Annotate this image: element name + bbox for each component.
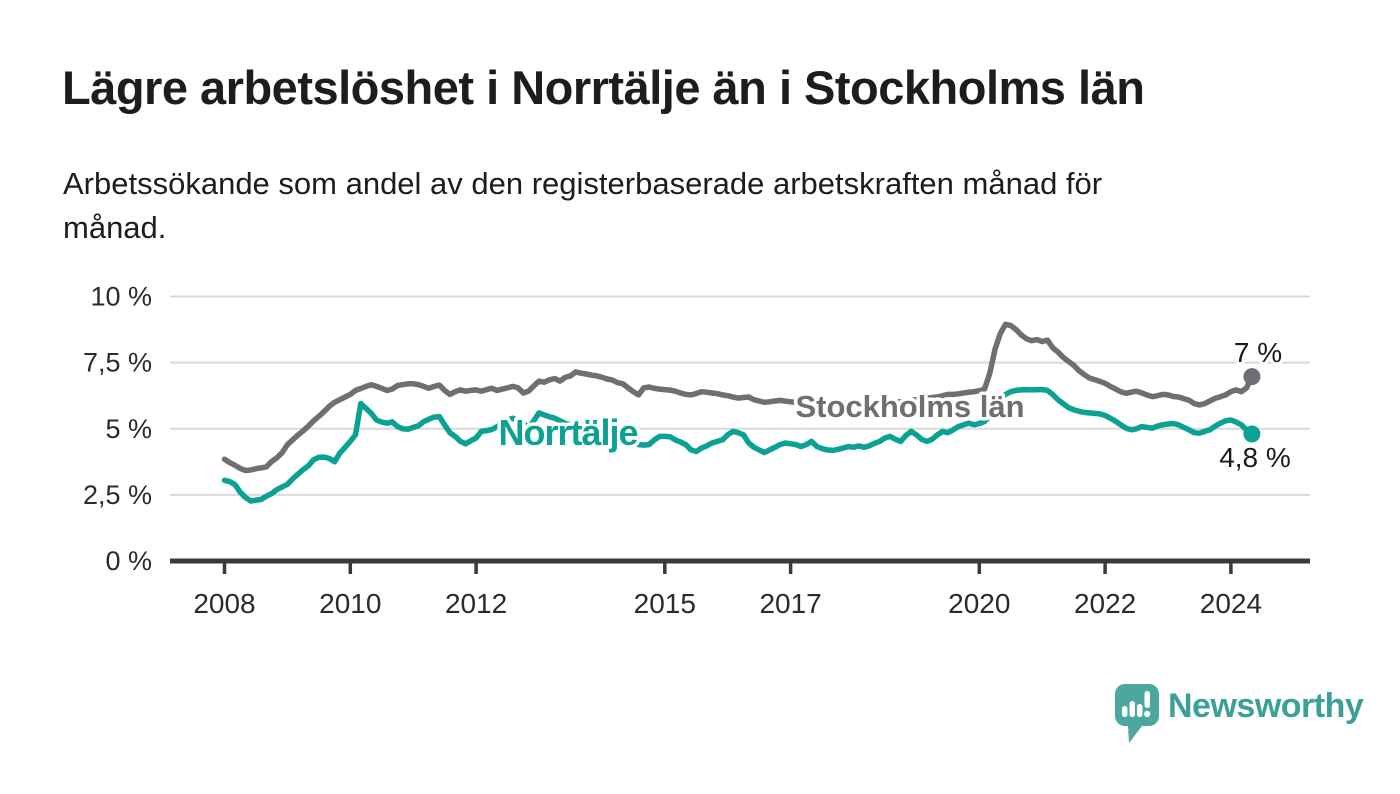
chart-series-labels: Stockholms län Norrtälje [495, 386, 1028, 457]
exclamation-stem [1144, 691, 1150, 708]
y-axis-tick-label: 10 % [90, 282, 152, 312]
end-dot-stockholms-lan [1243, 368, 1261, 386]
end-value-stockholms-lan: 7 % [1234, 337, 1282, 368]
y-axis-tick-label: 0 % [105, 546, 152, 576]
newsworthy-brand-name: Newsworthy [1168, 687, 1364, 725]
end-value-norrtalje: 4,8 % [1219, 442, 1291, 473]
chart-subtitle: Arbetssökande som andel av den registerb… [63, 166, 1103, 245]
x-axis-tick-label: 2017 [759, 588, 821, 619]
series-label-norrtalje: Norrtälje [498, 412, 637, 453]
x-axis-tick-label: 2015 [634, 588, 696, 619]
x-axis-tick-label: 2012 [445, 588, 507, 619]
chart-end-value-labels: 7 % 4,8 % [1216, 334, 1294, 476]
end-dot-norrtalje [1243, 425, 1261, 443]
x-axis-tick-label: 2024 [1200, 588, 1262, 619]
series-label-stockholms-lan: Stockholms län [795, 389, 1024, 424]
y-axis-tick-label: 5 % [105, 414, 152, 444]
x-axis-tick-label: 2008 [193, 588, 255, 619]
line-stockholms-lan [221, 321, 1255, 474]
bar-short [1122, 706, 1128, 717]
chart-end-dots [1243, 368, 1261, 443]
chart-title: Lägre arbetslöshet i Norrtälje än i Stoc… [62, 61, 1145, 114]
chart-series-lines [221, 321, 1255, 504]
x-axis-tick-label: 2010 [319, 588, 381, 619]
exclamation-dot [1144, 710, 1151, 718]
line-norrtalje [221, 386, 1255, 504]
x-axis-tick-label: 2022 [1074, 588, 1136, 619]
chart-axes: 0 % 2,5 % 5 % 7,5 % 10 % 2008 2010 2012 2015 2017… [83, 282, 1310, 619]
bar-tall [1129, 701, 1135, 717]
y-axis-tick-label: 2,5 % [83, 480, 152, 510]
x-axis-tick-label: 2020 [948, 588, 1010, 619]
bar-medium [1137, 704, 1143, 717]
newsworthy-logo: Newsworthy [1115, 684, 1364, 744]
chart-gridlines [170, 295, 1310, 496]
y-axis-tick-label: 7,5 % [83, 348, 152, 378]
newsworthy-logo-icon [1115, 684, 1159, 743]
